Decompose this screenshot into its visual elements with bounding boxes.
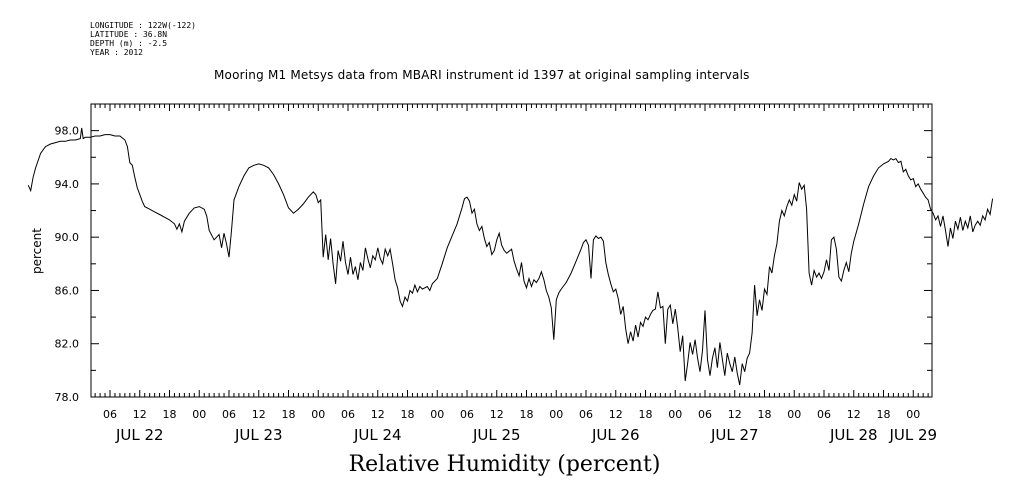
x-hour-tick-label: 18 [520,408,534,421]
x-hour-tick-label: 06 [817,408,831,421]
humidity-series-line [27,127,994,386]
y-tick-label: 94.0 [55,178,80,191]
tick-layer [91,103,932,398]
series-layer [27,127,994,386]
x-hour-tick-label: 12 [847,408,861,421]
x-hour-tick-label: 18 [639,408,653,421]
x-hour-tick-label: 00 [192,408,206,421]
x-hour-tick-label: 18 [877,408,891,421]
x-hour-tick-label: 06 [579,408,593,421]
x-day-label: JUL 22 [115,426,164,444]
x-hour-tick-label: 18 [282,408,296,421]
x-hour-tick-label: 00 [787,408,801,421]
longitude-label: LONGITUDE : 122W(-122) [90,21,196,30]
x-day-label: JUL 23 [234,426,283,444]
x-hour-tick-label: 12 [609,408,623,421]
x-hour-tick-label: 00 [668,408,682,421]
x-hour-tick-label: 06 [222,408,236,421]
bottom-title: Relative Humidity (percent) [348,452,661,477]
x-hour-tick-label: 18 [163,408,177,421]
x-hour-tick-label: 00 [906,408,920,421]
x-hour-tick-label: 00 [311,408,325,421]
x-hour-tick-label: 12 [133,408,147,421]
chart-title: Mooring M1 Metsys data from MBARI instru… [214,68,750,82]
x-day-label: JUL 24 [353,426,402,444]
x-hour-tick-label: 12 [252,408,266,421]
x-day-label: JUL 27 [710,426,759,444]
plot-frame [90,103,933,398]
y-tick-label: 86.0 [55,284,80,297]
latitude-label: LATITUDE : 36.8N [90,30,168,39]
depth-label: DEPTH (m) : -2.5 [90,39,168,48]
x-hour-tick-label: 18 [758,408,772,421]
y-tick-label: 90.0 [55,231,80,244]
y-tick-label: 98.0 [55,125,80,138]
location-metadata: LONGITUDE : 122W(-122) LATITUDE : 36.8N … [90,21,196,57]
year-label: YEAR : 2012 [90,48,143,57]
x-hour-tick-label: 12 [490,408,504,421]
x-day-label: JUL 28 [829,426,878,444]
x-hour-tick-label: 12 [728,408,742,421]
x-hour-tick-label: 06 [460,408,474,421]
x-day-label: JUL 29 [888,426,937,444]
x-hour-tick-label: 06 [341,408,355,421]
x-hour-tick-label: 00 [549,408,563,421]
x-hour-tick-label: 12 [371,408,385,421]
x-hour-tick-label: 18 [401,408,415,421]
x-hour-tick-label: 00 [430,408,444,421]
x-hour-tick-label: 06 [103,408,117,421]
y-axis-label: percent [30,228,44,274]
axis-label-layer: 78.0 82.0 86.0 90.0 94.0 98.0 06 12 18 00 06 12 18 00… [55,125,938,444]
x-day-label: JUL 25 [472,426,521,444]
x-hour-tick-label: 06 [698,408,712,421]
y-tick-label: 78.0 [55,391,80,404]
y-tick-label: 82.0 [55,338,80,351]
x-day-label: JUL 26 [591,426,640,444]
